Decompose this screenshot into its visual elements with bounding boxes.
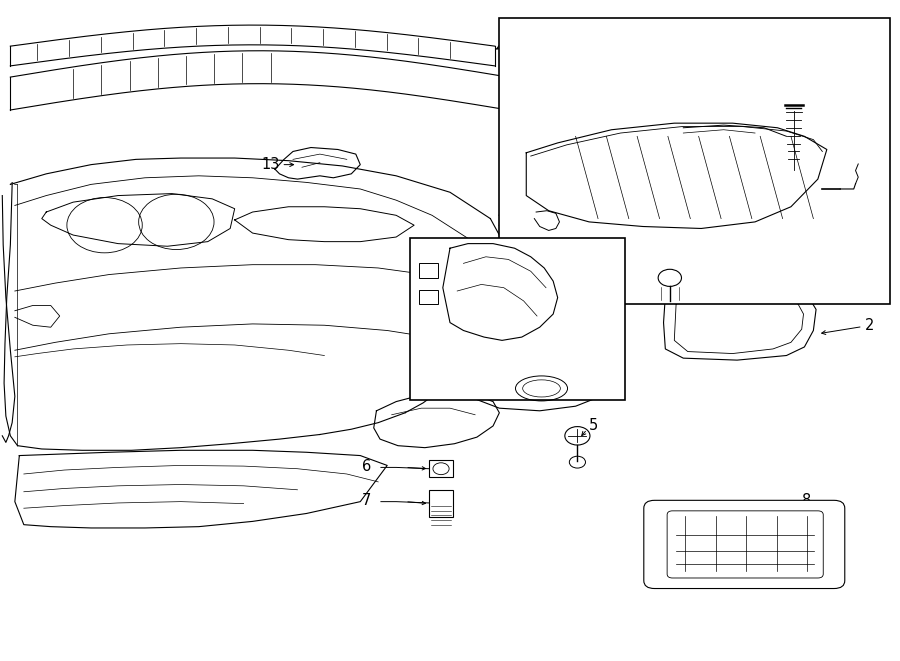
Text: 12: 12 [711, 104, 730, 120]
Bar [418, 290, 438, 304]
Text: 10: 10 [547, 32, 565, 47]
Bar [418, 263, 438, 278]
Text: 9: 9 [571, 65, 580, 80]
Bar [429, 460, 453, 477]
Text: 6: 6 [362, 459, 371, 473]
Text: 11: 11 [496, 214, 515, 229]
FancyBboxPatch shape [644, 500, 845, 588]
Text: 5: 5 [590, 418, 598, 434]
Text: 13: 13 [261, 157, 280, 172]
Text: 2: 2 [865, 318, 874, 332]
Bar [429, 490, 453, 517]
Bar [410, 239, 625, 400]
Text: 1: 1 [825, 260, 834, 276]
Text: 8: 8 [802, 493, 811, 508]
Bar [500, 18, 889, 304]
Text: 3: 3 [594, 361, 603, 376]
Text: 4: 4 [428, 371, 436, 386]
FancyBboxPatch shape [667, 511, 824, 578]
Text: 7: 7 [362, 493, 371, 508]
